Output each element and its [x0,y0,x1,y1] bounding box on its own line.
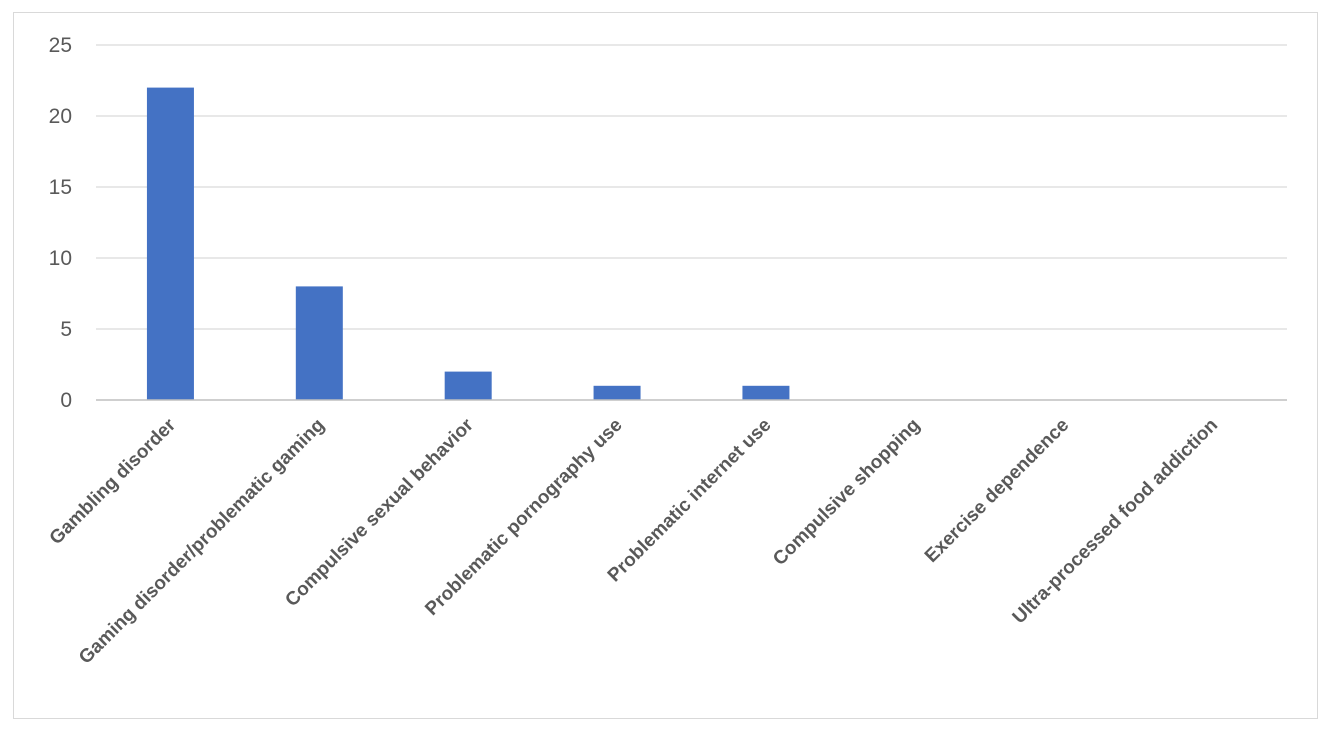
y-tick-label: 0 [60,389,72,412]
y-tick-label: 15 [49,176,72,199]
y-tick-label: 10 [49,247,72,270]
x-category-label: Exercise dependence [921,415,1073,567]
bars [146,87,790,400]
y-tick-label: 5 [60,318,72,341]
bar [742,385,790,400]
y-tick-label: 25 [49,34,72,57]
bar [295,286,343,400]
x-category-label: Gambling disorder [46,414,181,549]
bar [593,385,641,400]
x-category-label: Compulsive shopping [769,415,924,570]
y-tick-label: 20 [49,105,72,128]
gridlines [96,44,1287,330]
x-category-label: Gaming disorder/problematic gaming [75,415,329,669]
bar [146,87,194,400]
x-category-label: Problematic internet use [604,415,776,587]
y-axis-tick-labels: 0 5 10 15 20 25 [49,34,72,412]
chart-frame [13,12,1318,719]
bar [444,371,492,400]
